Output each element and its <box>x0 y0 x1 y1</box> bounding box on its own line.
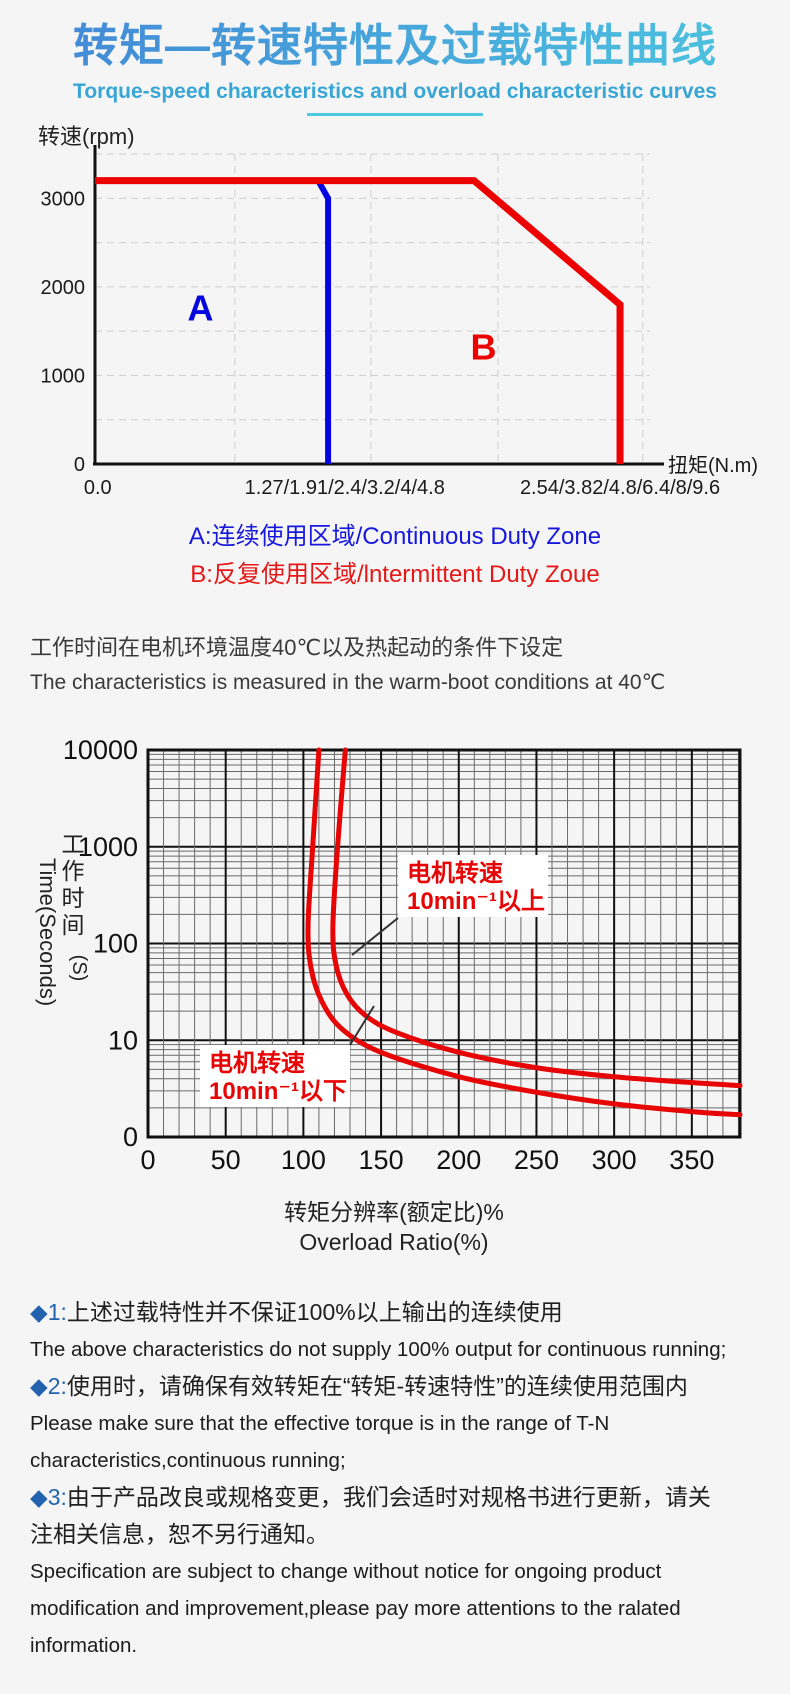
ol-ytick: 10 <box>108 1025 138 1055</box>
diamond-1-icon: ◆1: <box>30 1299 67 1325</box>
note-3-en-line1: Specification are subject to change with… <box>30 1560 662 1583</box>
tn-ytick: 3000 <box>41 188 86 210</box>
ol-ylabel-en: Time(Seconds) <box>35 858 60 1006</box>
note-3-zh-line1: ◆3:由于产品改良或规格变更，我们会适时对规格书进行更新，请关 <box>30 1484 711 1510</box>
ol-xtick: 50 <box>211 1145 241 1175</box>
note-3-zh-line2: 注相关信息，恕不另行通知。 <box>30 1521 329 1547</box>
svg-text:间: 间 <box>62 912 85 938</box>
measurement-condition: 工作时间在电机环境温度40℃以及热起动的条件下设定 The characteri… <box>30 630 782 700</box>
ol-xlabel-zh: 转矩分辨率(额定比)% <box>284 1199 504 1225</box>
note-1-zh: ◆1:上述过载特性并不保证100%以上输出的连续使用 <box>30 1299 563 1325</box>
ol-xtick: 0 <box>140 1145 155 1175</box>
annotation-text: 电机转速 <box>407 859 503 887</box>
ol-series <box>305 747 743 1118</box>
note-1-en: The above characteristics do not supply … <box>30 1338 727 1361</box>
ol-xlabel-en: Overload Ratio(%) <box>299 1229 488 1255</box>
condition-note-zh: 工作时间在电机环境温度40℃以及热起动的条件下设定 <box>30 635 564 660</box>
ol-series <box>330 747 743 1089</box>
annotation-box <box>398 855 548 917</box>
annotation-text: 10min⁻¹以下 <box>209 1078 347 1105</box>
ol-xtick: 250 <box>514 1145 559 1175</box>
annotation-leader-line <box>349 1005 375 1046</box>
svg-text:时: 时 <box>62 885 85 911</box>
ol-ylabel-zh: 工作时间 (S) <box>62 831 91 981</box>
tn-ytick: 2000 <box>41 277 86 299</box>
torque-speed-chart: 转速(rpm) 0 1000 2000 3000 0.0 1.27/1.91/2.4/3.2… <box>38 124 758 499</box>
ol-ytick: 1000 <box>78 832 138 862</box>
annotation-text: 10min⁻¹以上 <box>407 888 545 915</box>
note-3-en-line3: information. <box>30 1634 138 1657</box>
tn-xtick: 2.54/3.82/4.8/6.4/8/9.6 <box>520 477 720 499</box>
zone-label-A: A <box>187 288 213 329</box>
tn-grid <box>95 153 650 464</box>
ol-xtick: 350 <box>669 1145 714 1175</box>
tn-xlabel: 扭矩(N.m) <box>668 454 758 477</box>
tn-ytick: 1000 <box>41 365 86 387</box>
svg-text:作: 作 <box>62 858 85 884</box>
annotation-leader-line <box>351 917 399 956</box>
tn-xtick: 1.27/1.91/2.4/3.2/4/4.8 <box>245 477 445 499</box>
ol-xtick: 200 <box>436 1145 481 1175</box>
legend-zone-a: A:连续使用区域/Continuous Duty Zone <box>188 523 602 550</box>
tn-series <box>95 177 624 464</box>
note-2-zh: ◆2:使用时，请确保有效转矩在“转矩-转速特性”的连续使用范围内 <box>30 1373 688 1399</box>
note-3-en-line2: modification and improvement,please pay … <box>30 1597 681 1620</box>
zone-label-B: B <box>471 326 497 367</box>
ol-xtick: 150 <box>359 1145 404 1175</box>
condition-note-en: The characteristics is measured in the w… <box>30 671 666 694</box>
diamond-2-icon: ◆2: <box>30 1373 67 1399</box>
ol-border <box>146 748 742 1139</box>
ol-ytick: 100 <box>93 929 138 959</box>
tn-ylabel: 转速(rpm) <box>38 124 135 149</box>
page-title: 转矩—转速特性及过载特性曲线 <box>10 20 780 72</box>
page-subtitle: Torque-speed characteristics and overloa… <box>73 80 717 103</box>
svg-text:工: 工 <box>62 831 85 857</box>
tn-ytick: 0 <box>74 454 85 476</box>
datasheet-page: 转矩—转速特性及过载特性曲线 Torque-speed characterist… <box>0 20 790 1694</box>
subtitle-underline <box>307 113 483 116</box>
diamond-3-icon: ◆3: <box>30 1484 67 1510</box>
chart-legend: A:连续使用区域/Continuous Duty Zone B:反复使用区域/l… <box>0 518 790 594</box>
annotation-box <box>200 1045 350 1107</box>
note-2-en-line2: characteristics,continuous running; <box>30 1449 346 1472</box>
legend-zone-b: B:反复使用区域/lntermittent Duty Zoue <box>190 561 600 588</box>
note-2-en-line1: Please make sure that the effective torq… <box>30 1412 610 1435</box>
ol-xtick: 300 <box>592 1145 637 1175</box>
ol-ytick: 10000 <box>63 735 138 765</box>
ol-xtick: 100 <box>281 1145 326 1175</box>
tn-series <box>315 179 332 464</box>
annotation-text: 电机转速 <box>209 1049 305 1077</box>
footnotes: ◆1:上述过载特性并不保证100%以上输出的连续使用 The above cha… <box>30 1294 782 1664</box>
ol-ytick: 0 <box>123 1122 138 1152</box>
tn-xtick: 0.0 <box>84 477 112 499</box>
svg-text:(S): (S) <box>68 955 90 982</box>
